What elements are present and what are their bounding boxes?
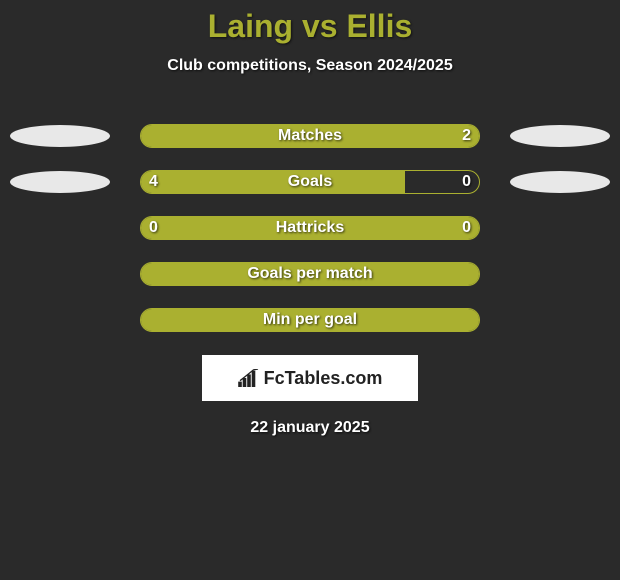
stat-bar: Goals per match [140, 262, 480, 286]
stat-label: Matches [141, 125, 479, 147]
stat-label: Min per goal [141, 309, 479, 331]
stat-bar: 00Hattricks [140, 216, 480, 240]
player-right-marker [510, 171, 610, 193]
stat-bar: 2Matches [140, 124, 480, 148]
stat-row: 2Matches [0, 113, 620, 159]
stat-bar: 40Goals [140, 170, 480, 194]
logo-box[interactable]: FcTables.com [202, 355, 418, 401]
logo-text: FcTables.com [264, 368, 383, 389]
player-right-marker [510, 125, 610, 147]
stat-label: Goals per match [141, 263, 479, 285]
stat-label: Goals [141, 171, 479, 193]
logo: FcTables.com [238, 368, 383, 389]
player-left-marker [10, 171, 110, 193]
stat-bar: Min per goal [140, 308, 480, 332]
comparison-card: Laing vs Ellis Club competitions, Season… [0, 0, 620, 437]
stat-row: 00Hattricks [0, 205, 620, 251]
stat-row: Min per goal [0, 297, 620, 343]
date-label: 22 january 2025 [0, 419, 620, 437]
stat-row: Goals per match [0, 251, 620, 297]
stat-label: Hattricks [141, 217, 479, 239]
page-title: Laing vs Ellis [0, 8, 620, 45]
stat-row: 40Goals [0, 159, 620, 205]
subtitle: Club competitions, Season 2024/2025 [0, 57, 620, 75]
bars-icon [238, 369, 260, 387]
player-left-marker [10, 125, 110, 147]
stat-rows: 2Matches 40Goals 00Hattricks Goals per matc… [0, 113, 620, 343]
